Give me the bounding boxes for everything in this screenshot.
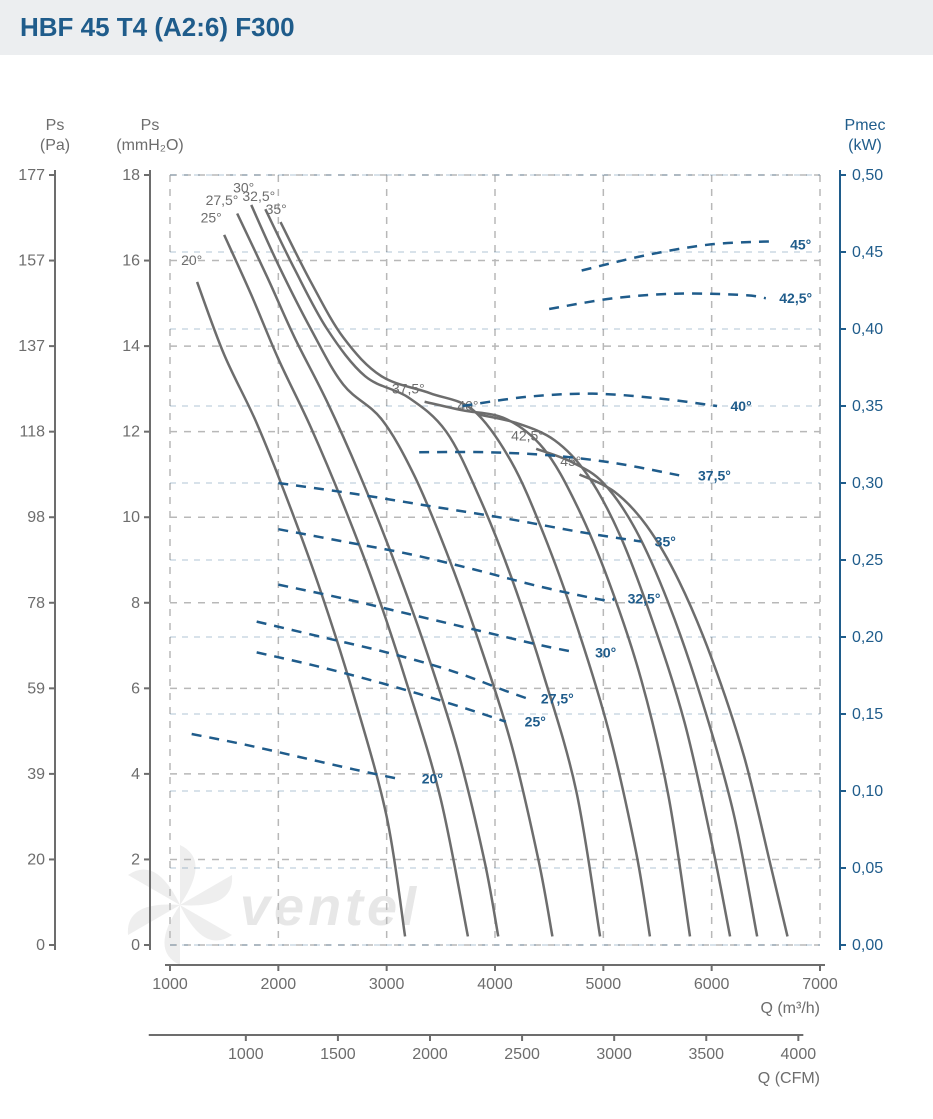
svg-text:1000: 1000 (152, 976, 188, 993)
svg-text:157: 157 (18, 253, 45, 270)
svg-text:6: 6 (131, 680, 140, 697)
svg-text:Q (m³/h): Q (m³/h) (760, 1000, 820, 1017)
chart-svg: ventel 0 20 39 59 78 98 118 137 157 177 0 2 4 6 8 10 12 14… (0, 75, 933, 1115)
svg-text:42,5°: 42,5° (511, 428, 544, 444)
svg-text:98: 98 (27, 509, 45, 526)
svg-text:20: 20 (27, 851, 45, 868)
svg-text:3500: 3500 (688, 1046, 724, 1063)
svg-text:0: 0 (131, 937, 140, 954)
svg-text:4: 4 (131, 766, 140, 783)
svg-text:0,05: 0,05 (852, 860, 883, 877)
svg-text:Ps: Ps (46, 117, 65, 134)
svg-text:45°: 45° (790, 236, 811, 252)
svg-text:32,5°: 32,5° (628, 591, 661, 607)
svg-text:0,15: 0,15 (852, 706, 883, 723)
svg-text:(mmH₂O): (mmH₂O) (116, 137, 184, 154)
svg-text:35°: 35° (266, 201, 287, 217)
svg-text:6000: 6000 (694, 976, 730, 993)
svg-text:39: 39 (27, 766, 45, 783)
svg-text:18: 18 (122, 167, 140, 184)
svg-text:5000: 5000 (586, 976, 622, 993)
svg-text:78: 78 (27, 595, 45, 612)
svg-text:20°: 20° (422, 771, 443, 787)
svg-text:Ps: Ps (141, 117, 160, 134)
svg-text:0,40: 0,40 (852, 321, 883, 338)
svg-text:0,25: 0,25 (852, 552, 883, 569)
svg-text:0,10: 0,10 (852, 783, 883, 800)
svg-text:27,5°: 27,5° (541, 691, 574, 707)
svg-text:42,5°: 42,5° (779, 290, 812, 306)
svg-text:0,45: 0,45 (852, 244, 883, 261)
svg-text:Pmec: Pmec (845, 117, 886, 134)
svg-text:2: 2 (131, 851, 140, 868)
svg-text:0,35: 0,35 (852, 398, 883, 415)
svg-text:20°: 20° (181, 252, 202, 268)
svg-text:35°: 35° (655, 534, 676, 550)
svg-text:40°: 40° (731, 398, 752, 414)
svg-text:137: 137 (18, 338, 45, 355)
svg-text:1000: 1000 (228, 1046, 264, 1063)
svg-text:3000: 3000 (596, 1046, 632, 1063)
svg-text:37,5°: 37,5° (698, 467, 731, 483)
svg-text:25°: 25° (201, 209, 222, 225)
svg-text:177: 177 (18, 167, 45, 184)
svg-text:30°: 30° (595, 644, 616, 660)
fan-chart: ventel 0 20 39 59 78 98 118 137 157 177 0 2 4 6 8 10 12 14… (0, 75, 933, 1115)
chart-title: HBF 45 T4 (A2:6) F300 (20, 12, 913, 43)
svg-text:37,5°: 37,5° (392, 380, 425, 396)
svg-text:4000: 4000 (477, 976, 513, 993)
svg-text:3000: 3000 (369, 976, 405, 993)
svg-text:Q (CFM): Q (CFM) (758, 1070, 820, 1087)
svg-text:1500: 1500 (320, 1046, 356, 1063)
svg-text:(kW): (kW) (848, 137, 882, 154)
svg-text:10: 10 (122, 509, 140, 526)
svg-text:2000: 2000 (261, 976, 297, 993)
svg-text:(Pa): (Pa) (40, 137, 70, 154)
svg-text:ventel: ventel (240, 877, 420, 937)
svg-text:0,00: 0,00 (852, 937, 883, 954)
svg-text:2500: 2500 (504, 1046, 540, 1063)
svg-text:4000: 4000 (781, 1046, 817, 1063)
svg-text:2000: 2000 (412, 1046, 448, 1063)
svg-text:12: 12 (122, 424, 140, 441)
svg-text:16: 16 (122, 253, 140, 270)
svg-text:0,20: 0,20 (852, 629, 883, 646)
svg-text:0,50: 0,50 (852, 167, 883, 184)
svg-text:0: 0 (36, 937, 45, 954)
svg-text:14: 14 (122, 338, 140, 355)
svg-text:0,30: 0,30 (852, 475, 883, 492)
svg-text:118: 118 (19, 424, 45, 441)
svg-text:8: 8 (131, 595, 140, 612)
title-bar: HBF 45 T4 (A2:6) F300 (0, 0, 933, 55)
svg-text:59: 59 (27, 680, 45, 697)
svg-text:7000: 7000 (802, 976, 838, 993)
svg-text:25°: 25° (525, 714, 546, 730)
